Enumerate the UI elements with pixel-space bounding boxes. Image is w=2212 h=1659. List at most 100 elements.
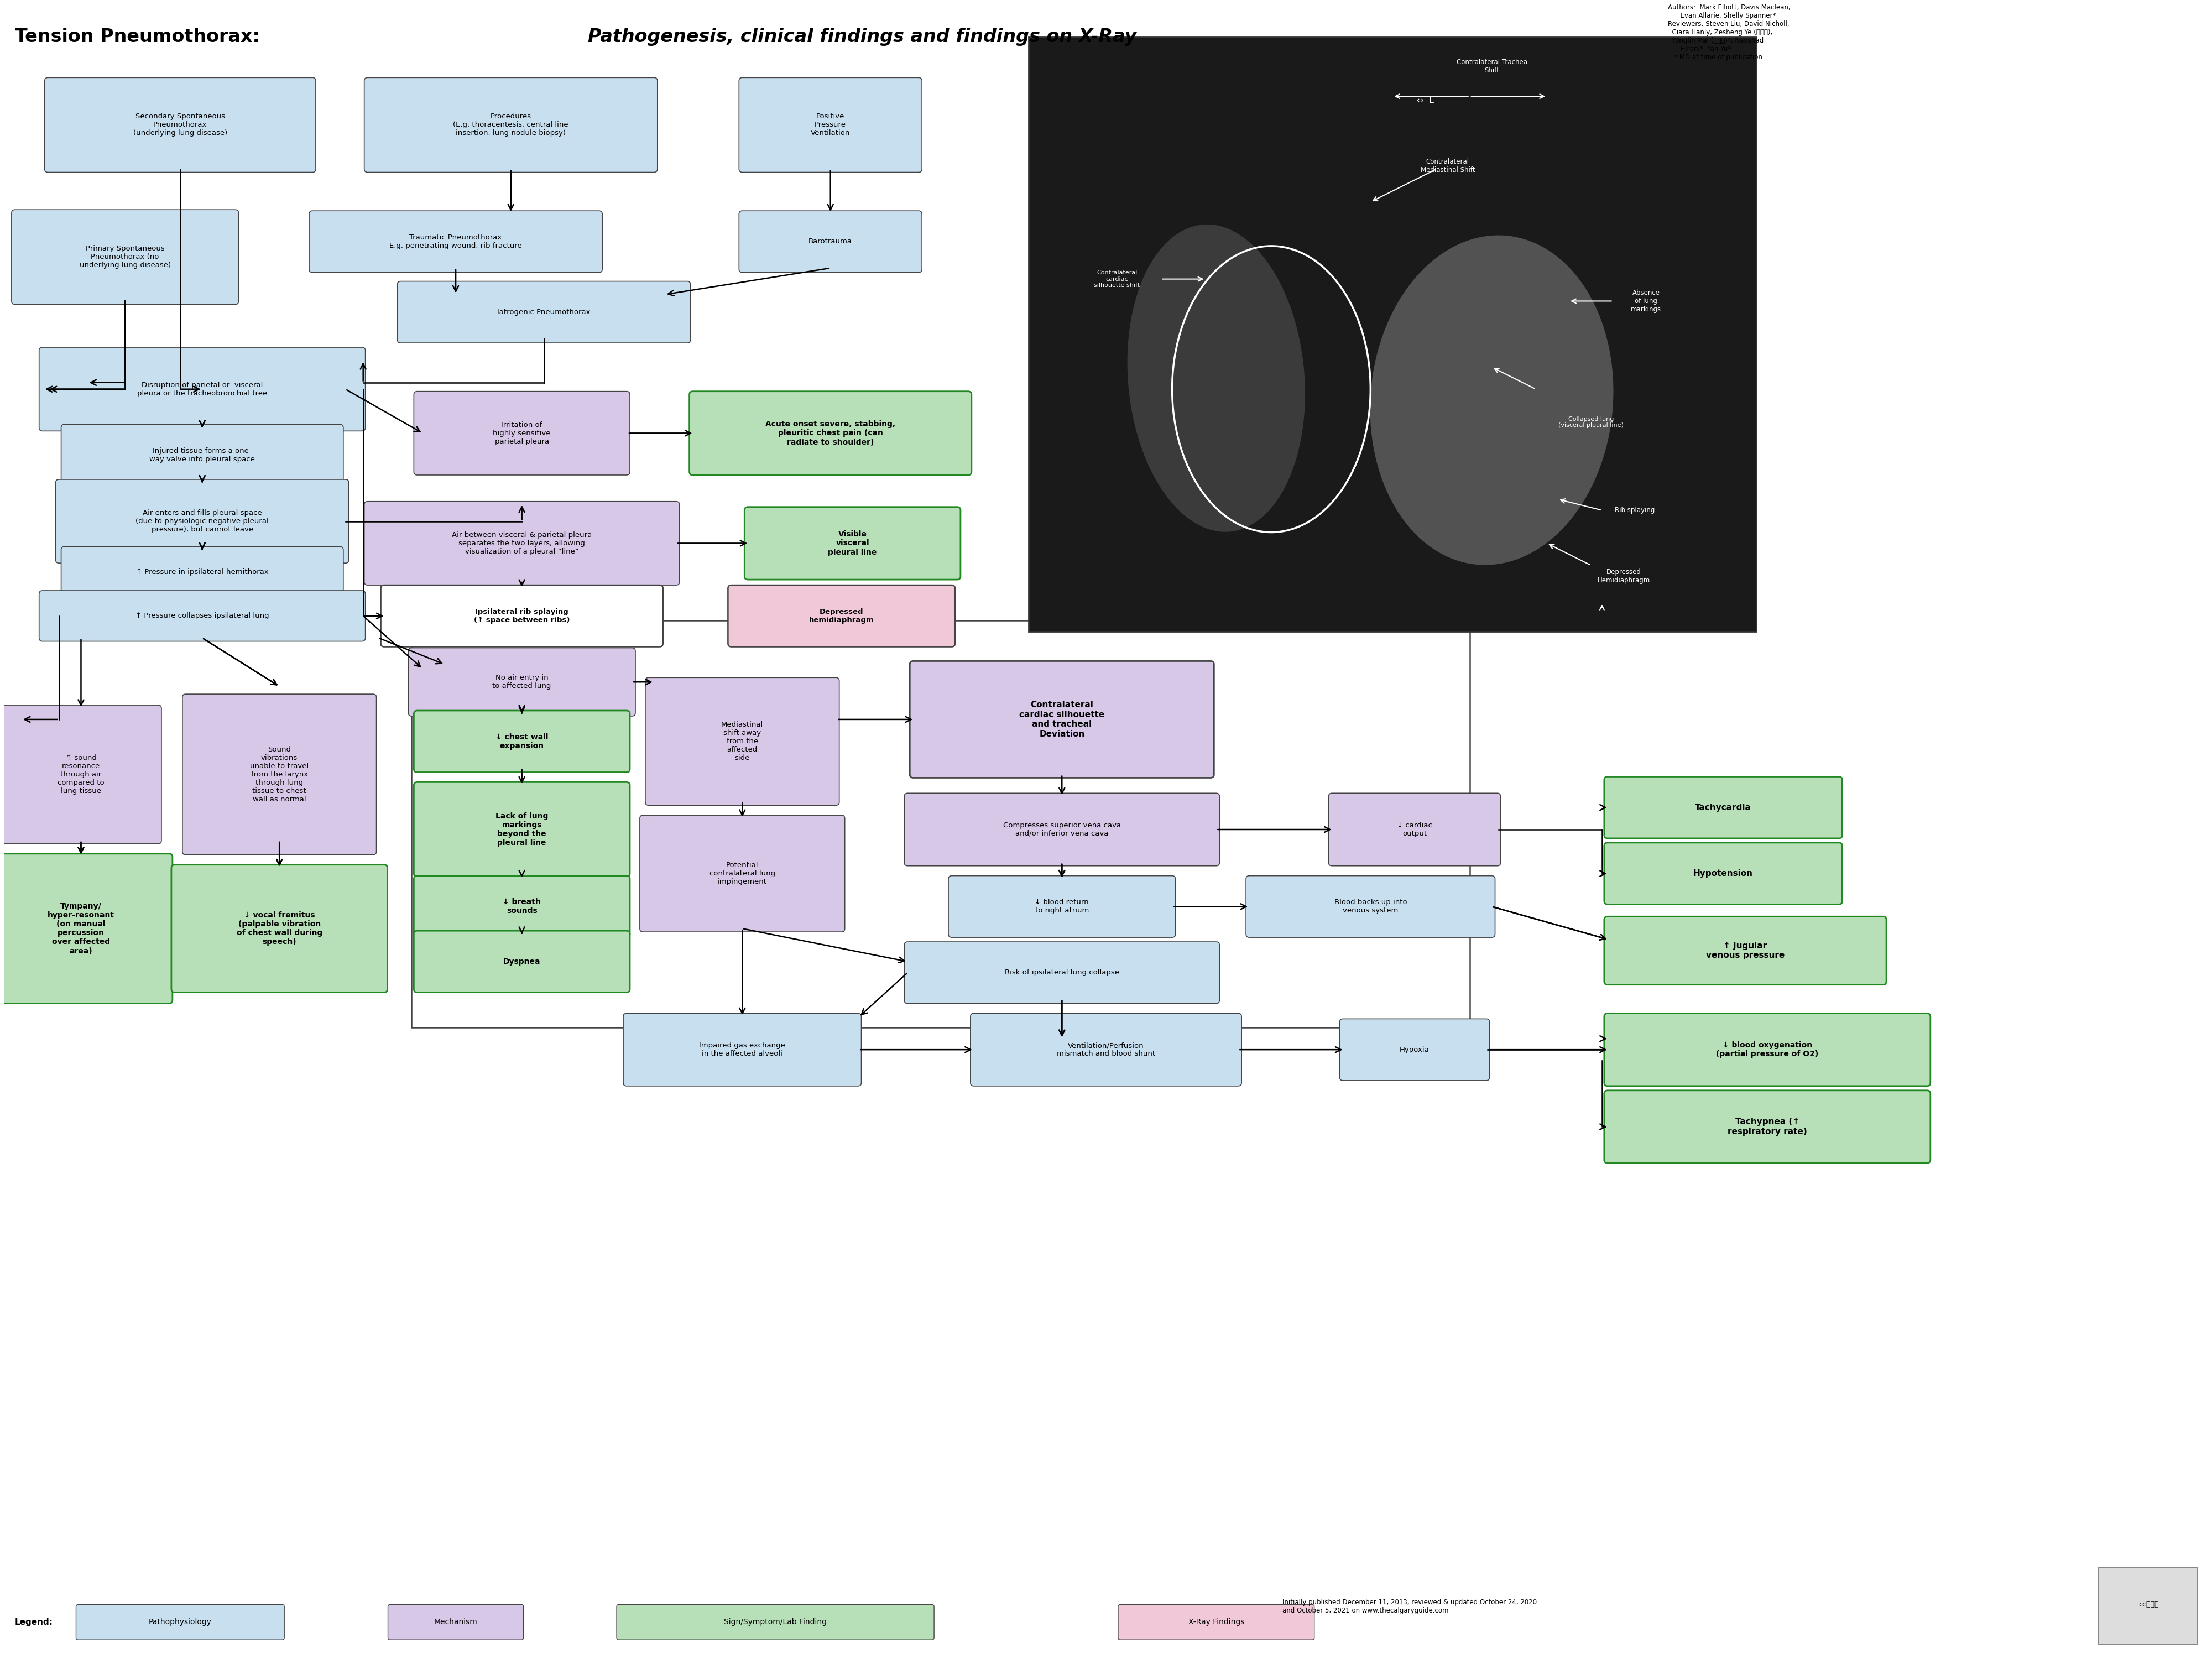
Text: Air between visceral & parietal pleura
separates the two layers, allowing
visual: Air between visceral & parietal pleura s… — [451, 531, 593, 556]
FancyBboxPatch shape — [40, 591, 365, 642]
Text: Barotrauma: Barotrauma — [810, 237, 852, 246]
FancyBboxPatch shape — [414, 710, 630, 771]
Text: Pathogenesis, clinical findings and findings on X-Ray: Pathogenesis, clinical findings and find… — [588, 28, 1137, 46]
Bar — [1029, 36, 1756, 632]
FancyBboxPatch shape — [949, 876, 1175, 937]
Text: ccⓈⓈⓈ: ccⓈⓈⓈ — [2139, 1601, 2159, 1608]
Text: Ventilation/Perfusion
mismatch and blood shunt: Ventilation/Perfusion mismatch and blood… — [1057, 1042, 1155, 1057]
Text: Visible
visceral
pleural line: Visible visceral pleural line — [827, 531, 876, 556]
Text: ↓ vocal fremitus
(palpable vibration
of chest wall during
speech): ↓ vocal fremitus (palpable vibration of … — [237, 911, 323, 946]
FancyBboxPatch shape — [414, 931, 630, 992]
FancyBboxPatch shape — [1329, 793, 1500, 866]
Text: Air enters and fills pleural space
(due to physiologic negative pleural
pressure: Air enters and fills pleural space (due … — [135, 509, 270, 533]
FancyBboxPatch shape — [62, 425, 343, 486]
FancyBboxPatch shape — [1245, 876, 1495, 937]
Text: ⇔  L: ⇔ L — [1418, 96, 1433, 105]
Text: Tension Pneumothorax:: Tension Pneumothorax: — [15, 28, 265, 46]
Text: Authors:  Mark Elliott, Davis Maclean,
      Evan Allarie, Shelly Spanner*
Revie: Authors: Mark Elliott, Davis Maclean, Ev… — [1668, 3, 1792, 61]
FancyBboxPatch shape — [909, 660, 1214, 778]
Text: Pathophysiology: Pathophysiology — [148, 1618, 212, 1626]
FancyBboxPatch shape — [745, 508, 960, 579]
FancyBboxPatch shape — [414, 876, 630, 937]
Text: ↑ Pressure in ipsilateral hemithorax: ↑ Pressure in ipsilateral hemithorax — [135, 569, 268, 576]
Text: Sign/Symptom/Lab Finding: Sign/Symptom/Lab Finding — [723, 1618, 827, 1626]
FancyBboxPatch shape — [971, 1014, 1241, 1087]
Text: Disruption of parietal or  visceral
pleura or the tracheobronchial tree: Disruption of parietal or visceral pleur… — [137, 382, 268, 397]
Text: Contralateral Trachea
Shift: Contralateral Trachea Shift — [1455, 58, 1526, 75]
Text: Compresses superior vena cava
and/or inferior vena cava: Compresses superior vena cava and/or inf… — [1002, 821, 1121, 838]
Text: Hypoxia: Hypoxia — [1400, 1047, 1429, 1053]
FancyBboxPatch shape — [739, 211, 922, 272]
Text: X-Ray Findings: X-Ray Findings — [1188, 1618, 1243, 1626]
Text: Depressed
Hemidiaphragm: Depressed Hemidiaphragm — [1597, 569, 1650, 584]
Text: Tympany/
hyper-resonant
(on manual
percussion
over affected
area): Tympany/ hyper-resonant (on manual percu… — [46, 902, 115, 956]
Ellipse shape — [1128, 224, 1305, 533]
Text: Blood backs up into
venous system: Blood backs up into venous system — [1334, 899, 1407, 914]
Text: ↓ chest wall
expansion: ↓ chest wall expansion — [495, 733, 549, 750]
FancyBboxPatch shape — [905, 942, 1219, 1004]
Text: Traumatic Pneumothorax
E.g. penetrating wound, rib fracture: Traumatic Pneumothorax E.g. penetrating … — [389, 234, 522, 249]
Text: Hypotension: Hypotension — [1694, 869, 1754, 878]
FancyBboxPatch shape — [617, 1604, 933, 1639]
FancyBboxPatch shape — [1604, 776, 1843, 838]
Text: Contralateral
cardiac
silhouette shift: Contralateral cardiac silhouette shift — [1095, 270, 1139, 289]
FancyBboxPatch shape — [639, 815, 845, 932]
Text: ↓ blood oxygenation
(partial pressure of O2): ↓ blood oxygenation (partial pressure of… — [1717, 1042, 1818, 1058]
FancyBboxPatch shape — [646, 677, 838, 805]
FancyBboxPatch shape — [365, 501, 679, 586]
FancyBboxPatch shape — [75, 1604, 285, 1639]
Text: ↑ Pressure collapses ipsilateral lung: ↑ Pressure collapses ipsilateral lung — [135, 612, 270, 619]
Text: Potential
contralateral lung
impingement: Potential contralateral lung impingement — [710, 861, 774, 886]
Text: Legend:: Legend: — [15, 1618, 53, 1626]
Text: ↑ sound
resonance
through air
compared to
lung tissue: ↑ sound resonance through air compared t… — [58, 755, 104, 795]
FancyBboxPatch shape — [310, 211, 602, 272]
FancyBboxPatch shape — [409, 649, 635, 717]
FancyBboxPatch shape — [380, 586, 664, 647]
Text: Iatrogenic Pneumothorax: Iatrogenic Pneumothorax — [498, 309, 591, 315]
FancyBboxPatch shape — [55, 479, 349, 562]
Text: ↓ breath
sounds: ↓ breath sounds — [502, 898, 542, 914]
Text: Initially published ​December 11, 2013​, reviewed & updated ​October 24, 2020​
a: Initially published ​December 11, 2013​,… — [1283, 1599, 1537, 1614]
FancyBboxPatch shape — [181, 693, 376, 854]
Text: Mechanism: Mechanism — [434, 1618, 478, 1626]
Text: ↓ blood return
to right atrium: ↓ blood return to right atrium — [1035, 899, 1088, 914]
Text: Acute onset severe, stabbing,
pleuritic chest pain (can
radiate to shoulder): Acute onset severe, stabbing, pleuritic … — [765, 420, 896, 446]
Text: No air entry in
to affected lung: No air entry in to affected lung — [493, 674, 551, 690]
Text: Contralateral
cardiac silhouette
and tracheal
Deviation: Contralateral cardiac silhouette and tra… — [1020, 700, 1104, 738]
Text: Sound
vibrations
unable to travel
from the larynx
through lung
tissue to chest
w: Sound vibrations unable to travel from t… — [250, 747, 310, 803]
FancyBboxPatch shape — [1340, 1019, 1489, 1080]
FancyBboxPatch shape — [1604, 916, 1887, 985]
FancyBboxPatch shape — [1604, 1090, 1931, 1163]
Text: Ipsilateral rib splaying
(↑ space between ribs): Ipsilateral rib splaying (↑ space betwee… — [473, 609, 571, 624]
Text: Tachypnea (↑
respiratory rate): Tachypnea (↑ respiratory rate) — [1728, 1118, 1807, 1136]
FancyBboxPatch shape — [728, 586, 956, 647]
Text: Dyspnea: Dyspnea — [502, 957, 540, 966]
FancyBboxPatch shape — [365, 78, 657, 173]
FancyBboxPatch shape — [170, 864, 387, 992]
FancyBboxPatch shape — [905, 793, 1219, 866]
FancyBboxPatch shape — [414, 781, 630, 878]
FancyBboxPatch shape — [40, 347, 365, 431]
Ellipse shape — [1369, 236, 1613, 566]
Text: Lack of lung
markings
beyond the
pleural line: Lack of lung markings beyond the pleural… — [495, 813, 549, 846]
FancyBboxPatch shape — [624, 1014, 860, 1087]
FancyBboxPatch shape — [62, 546, 343, 597]
Text: Rib splaying: Rib splaying — [1615, 506, 1655, 514]
FancyBboxPatch shape — [739, 78, 922, 173]
Text: Absence
of lung
markings: Absence of lung markings — [1630, 289, 1661, 314]
FancyBboxPatch shape — [414, 392, 630, 474]
Text: Risk of ipsilateral lung collapse: Risk of ipsilateral lung collapse — [1004, 969, 1119, 975]
Text: ↓ cardiac
output: ↓ cardiac output — [1398, 821, 1431, 838]
Text: Mediastinal
shift away
from the
affected
side: Mediastinal shift away from the affected… — [721, 722, 763, 761]
Text: Tachycardia: Tachycardia — [1694, 803, 1752, 811]
Text: Injured tissue forms a one-
way valve into pleural space: Injured tissue forms a one- way valve in… — [150, 448, 254, 463]
Text: Contralateral
Mediastinal Shift: Contralateral Mediastinal Shift — [1420, 158, 1475, 174]
Text: Procedures
(E.g. thoracentesis, central line
insertion, lung nodule biopsy): Procedures (E.g. thoracentesis, central … — [453, 113, 568, 136]
Text: Depressed
hemidiaphragm: Depressed hemidiaphragm — [810, 609, 874, 624]
FancyBboxPatch shape — [690, 392, 971, 474]
FancyBboxPatch shape — [1604, 843, 1843, 904]
Text: ↑ Jugular
venous pressure: ↑ Jugular venous pressure — [1705, 942, 1785, 959]
Text: Impaired gas exchange
in the affected alveoli: Impaired gas exchange in the affected al… — [699, 1042, 785, 1057]
Text: Collapsed lung
(visceral pleural line): Collapsed lung (visceral pleural line) — [1559, 416, 1624, 428]
FancyBboxPatch shape — [0, 705, 161, 844]
